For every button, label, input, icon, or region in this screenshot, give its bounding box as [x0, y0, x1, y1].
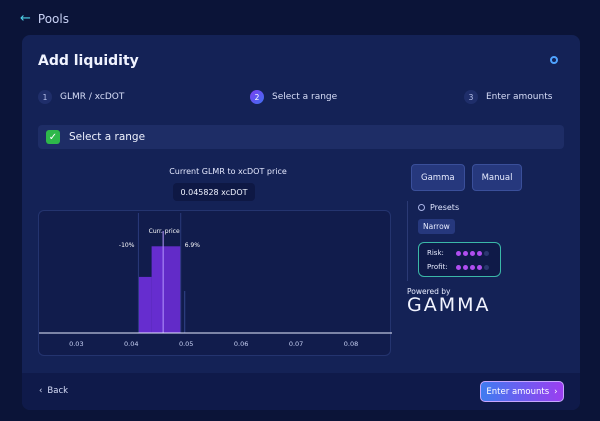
- profit-dot: [477, 264, 482, 270]
- step-2-label: Select a range: [272, 92, 338, 102]
- risk-dot: [456, 250, 461, 256]
- gamma-logo: GAMMA: [407, 294, 491, 316]
- strategy-tabs: Gamma Manual: [411, 164, 523, 191]
- risk-profit-box: Risk: Profit:: [418, 242, 501, 277]
- step-1-label: GLMR / xcDOT: [60, 92, 125, 102]
- arrow-left-icon: ←: [20, 11, 31, 26]
- step-3: 3 Enter amounts: [464, 90, 552, 104]
- back-button-label: Back: [47, 386, 69, 396]
- price-label: Current GLMR to xcDOT price: [169, 167, 287, 176]
- x-tick-label: 0.06: [234, 340, 248, 348]
- footer-bar: ‹ Back Enter amounts ›: [22, 373, 580, 410]
- risk-row: Risk:: [427, 249, 489, 257]
- risk-dot: [463, 250, 468, 256]
- step-2: 2 Select a range: [250, 90, 337, 104]
- preset-narrow-button[interactable]: Narrow: [418, 219, 455, 234]
- current-price-label: Curr. price: [149, 228, 180, 235]
- enter-amounts-label: Enter amounts: [486, 386, 550, 397]
- page-title: Add liquidity: [38, 53, 139, 69]
- risk-dot: [477, 250, 482, 256]
- chart-bar: [138, 276, 152, 333]
- section-label: Select a range: [69, 131, 146, 143]
- profit-dot: [456, 264, 461, 270]
- profit-dot: [470, 264, 475, 270]
- x-tick-label: 0.07: [289, 340, 303, 348]
- profit-dot: [484, 264, 489, 270]
- enter-amounts-button[interactable]: Enter amounts ›: [480, 381, 564, 402]
- risk-dots: [456, 250, 489, 256]
- step-1: 1 GLMR / xcDOT: [38, 90, 124, 104]
- chevron-right-icon: ›: [554, 386, 558, 397]
- profit-dot: [463, 264, 468, 270]
- presets-panel: Presets Narrow Risk: Profit:: [407, 201, 517, 281]
- back-button[interactable]: ‹ Back: [39, 386, 68, 396]
- range-low-label: -10%: [119, 242, 135, 249]
- chart-svg: Curr. price -10% 6.9% 0.03 0.04 0.05 0.06 0.07 0…: [39, 213, 392, 348]
- x-tick-label: 0.05: [179, 340, 193, 348]
- presets-title: Presets: [418, 203, 459, 212]
- back-to-pools-link[interactable]: ← Pools: [20, 11, 69, 26]
- add-liquidity-card: Add liquidity 1 GLMR / xcDOT 2 Select a …: [22, 35, 580, 410]
- select-range-section[interactable]: ✓ Select a range: [38, 125, 564, 149]
- risk-dot: [470, 250, 475, 256]
- check-icon: ✓: [46, 130, 60, 144]
- step-3-number: 3: [464, 90, 478, 104]
- tab-manual[interactable]: Manual: [471, 164, 523, 191]
- risk-label: Risk:: [427, 249, 444, 257]
- tab-gamma[interactable]: Gamma: [411, 164, 465, 191]
- presets-icon: [418, 204, 425, 211]
- risk-dot: [484, 250, 489, 256]
- step-2-number: 2: [250, 90, 264, 104]
- profit-dots: [456, 264, 489, 270]
- profit-row: Profit:: [427, 263, 489, 271]
- chart-bar: [163, 246, 181, 333]
- chevron-left-icon: ‹: [39, 386, 43, 396]
- x-tick-label: 0.03: [69, 340, 83, 348]
- powered-by-label: Powered by: [407, 287, 451, 296]
- stepper: 1 GLMR / xcDOT 2 Select a range 3 Enter …: [38, 90, 564, 106]
- range-high-label: 6.9%: [185, 242, 201, 249]
- profit-label: Profit:: [427, 263, 448, 271]
- x-tick-label: 0.08: [344, 340, 358, 348]
- step-1-number: 1: [38, 90, 52, 104]
- settings-icon[interactable]: [550, 56, 558, 64]
- chart-bar: [151, 246, 164, 333]
- back-to-pools-label: Pools: [37, 11, 69, 26]
- step-3-label: Enter amounts: [486, 92, 553, 102]
- presets-title-label: Presets: [430, 203, 460, 212]
- x-tick-label: 0.04: [124, 340, 138, 348]
- liquidity-chart[interactable]: Curr. price -10% 6.9% 0.03 0.04 0.05 0.06 0.07 0…: [38, 210, 392, 356]
- price-value: 0.045828 xcDOT: [173, 183, 255, 201]
